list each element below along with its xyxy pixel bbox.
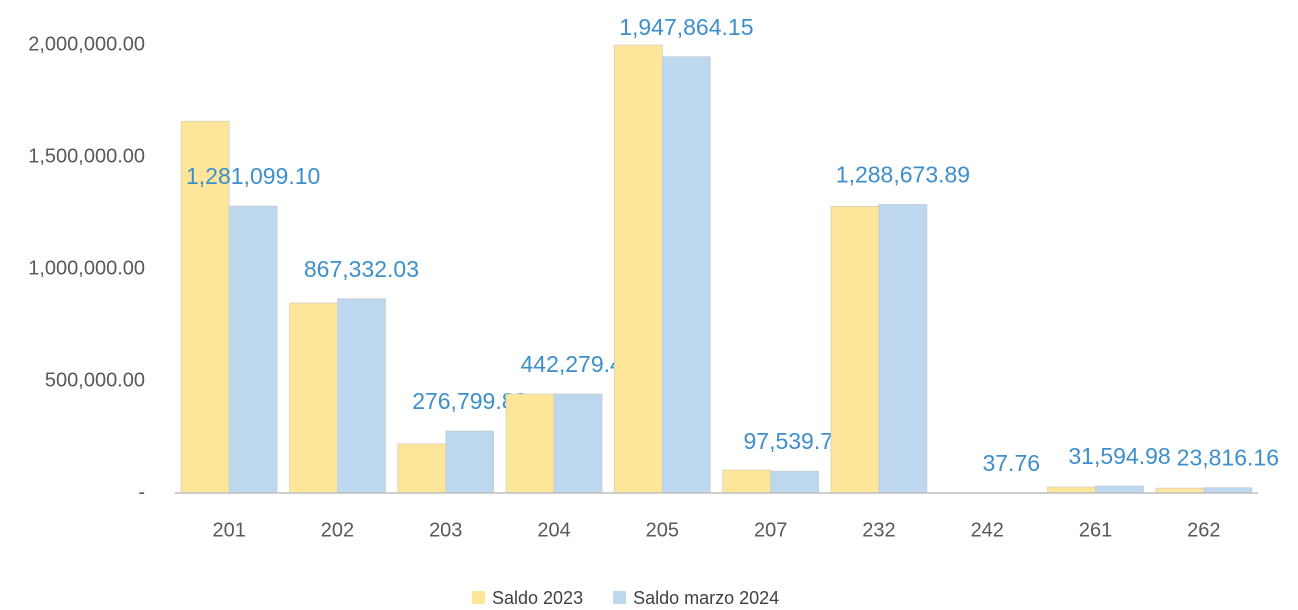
- y-tick-label: 500,000.00: [45, 369, 145, 391]
- legend-swatch: [472, 591, 485, 604]
- data-label: 23,816.16: [1177, 445, 1279, 471]
- bar: [229, 206, 277, 493]
- data-label: 1,281,099.10: [186, 163, 320, 189]
- y-tick-label: 1,000,000.00: [28, 257, 145, 279]
- x-tick-label: 202: [321, 519, 354, 541]
- data-label: 31,594.98: [1068, 443, 1170, 469]
- x-tick-label: 242: [971, 519, 1004, 541]
- x-tick-label: 201: [212, 519, 245, 541]
- chart: - 500,000.00 1,000,000.00 1,500,000.00 2,000…: [0, 0, 1298, 610]
- data-label: 1,288,673.89: [836, 161, 970, 187]
- bar: [662, 57, 710, 493]
- bar: [398, 444, 446, 493]
- bar: [831, 206, 879, 493]
- legend-label: Saldo 2023: [492, 588, 583, 608]
- bar: [1048, 487, 1096, 493]
- x-tick-label: 203: [429, 519, 462, 541]
- bar: [1096, 486, 1144, 493]
- data-label: 1,947,864.15: [619, 14, 753, 40]
- bar: [506, 394, 554, 493]
- y-tick-label: -: [138, 481, 145, 503]
- x-tick-label: 232: [862, 519, 895, 541]
- data-label: 37.76: [982, 450, 1040, 476]
- y-tick-label: 2,000,000.00: [28, 33, 145, 55]
- data-label: 97,539.71: [743, 428, 845, 454]
- x-tick-label: 261: [1079, 519, 1112, 541]
- legend-swatch: [613, 591, 626, 604]
- bar: [337, 299, 385, 493]
- bar: [614, 45, 662, 493]
- legend-label: Saldo marzo 2024: [633, 588, 779, 608]
- x-tick-label: 204: [537, 519, 570, 541]
- data-label: 867,332.03: [304, 256, 419, 282]
- bar: [446, 431, 494, 493]
- bar: [771, 471, 819, 493]
- bar: [879, 204, 927, 493]
- x-tick-label: 262: [1187, 519, 1220, 541]
- bar: [289, 303, 337, 493]
- bar: [554, 394, 602, 493]
- bar: [1204, 488, 1252, 493]
- x-tick-label: 205: [646, 519, 679, 541]
- y-tick-label: 1,500,000.00: [28, 145, 145, 167]
- x-tick-label: 207: [754, 519, 787, 541]
- bar: [723, 470, 771, 493]
